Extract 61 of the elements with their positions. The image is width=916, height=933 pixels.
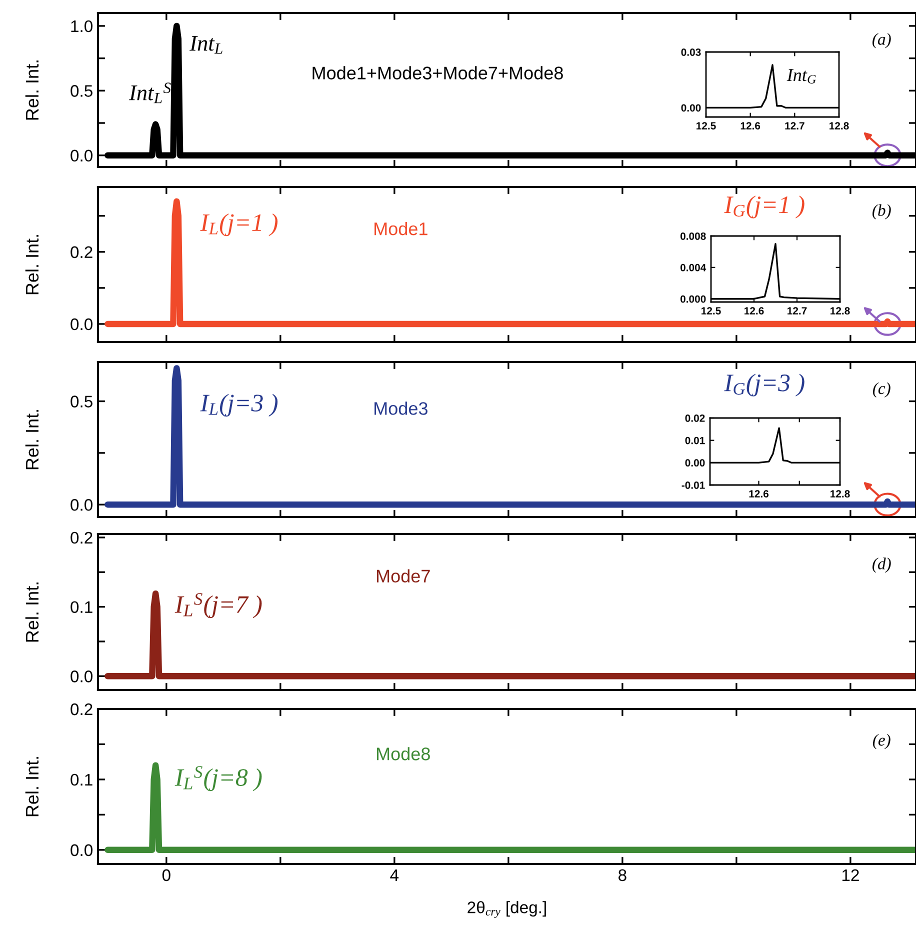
annotation: (c) [872, 382, 890, 398]
y-tick-label: 0.5 [70, 85, 92, 97]
x-axis-title: 2θ$_{cry}$ [deg.] [468, 901, 546, 918]
x-tick-label: 12.6 [749, 490, 769, 498]
annotation: Int$_{L}$ [190, 36, 222, 54]
annotation: I$_{L}$$^{S}$(j=7 ) [174, 593, 262, 618]
y-tick-label: 0.008 [680, 232, 706, 240]
y-axis-title: Rel. Int. [25, 235, 39, 294]
x-tick-label: 12.8 [830, 122, 849, 130]
x-tick-label: 12 [842, 869, 859, 881]
annotation: Mode1+Mode3+Mode7+Mode8 [312, 66, 563, 80]
y-tick-label: 1.0 [71, 20, 92, 32]
y-tick-label: 0.004 [680, 264, 706, 272]
y-axis-title: Rel. Int. [25, 410, 39, 470]
x-tick-label: 12.7 [788, 307, 807, 314]
x-tick-label: 12.5 [696, 122, 716, 130]
y-tick-label: 0.000 [680, 295, 706, 303]
y-tick-label: -0.01 [682, 482, 705, 489]
annotation: Mode7 [376, 569, 430, 583]
x-tick-label: 12.8 [830, 490, 850, 498]
annotation: (b) [872, 204, 891, 220]
annotation: Mode8 [376, 747, 430, 760]
annotation: Mode3 [374, 402, 428, 415]
x-tick-label: 12.8 [830, 307, 850, 315]
y-tick-label: 0.01 [685, 436, 705, 444]
annotation: I$_{L}$(j=3 ) [200, 394, 278, 417]
y-tick-label: 0.2 [70, 703, 92, 716]
annotation: I$_{G}$(j=3 ) [724, 374, 804, 396]
y-tick-label: 0.5 [70, 396, 92, 408]
y-axis-title: Rel. Int. [25, 582, 39, 642]
y-tick-label: 0.0 [70, 150, 92, 162]
y-tick-label: 0.02 [685, 414, 705, 422]
annotation: Int$_{L}$$^{S}$ [128, 82, 171, 104]
annotation: (a) [872, 33, 891, 48]
annotation: I$_{L}$$^{S}$(j=8 ) [174, 766, 262, 792]
x-tick-label: 8 [618, 869, 626, 882]
x-tick-label: 12.7 [785, 122, 804, 130]
y-tick-label: 0.2 [70, 246, 92, 258]
y-tick-label: 0.0 [70, 318, 92, 330]
x-tick-label: 12.6 [744, 307, 764, 315]
annotation: Mode1 [374, 222, 428, 236]
y-tick-label: 0.1 [70, 774, 92, 786]
annotation: I$_{G}$(j=1 ) [724, 196, 804, 218]
y-tick-label: 0.0 [70, 670, 92, 682]
annotation: I$_{L}$(j=1 ) [200, 213, 278, 236]
annotation: (d) [872, 558, 891, 573]
y-tick-label: 0.0 [70, 499, 92, 511]
y-tick-label: 0.1 [70, 601, 92, 614]
x-tick-label: 4 [390, 869, 399, 881]
y-tick-label: 0.00 [681, 104, 701, 112]
y-tick-label: 0.2 [70, 532, 92, 544]
x-tick-label: 12.6 [740, 122, 760, 130]
x-tick-label: 12.5 [702, 307, 721, 315]
annotation: (e) [872, 734, 890, 750]
y-axis-title: Rel. Int. [25, 757, 39, 816]
y-tick-label: 0.00 [685, 459, 705, 467]
y-axis-title: Rel. Int. [25, 60, 39, 120]
x-tick-label: 0 [162, 869, 170, 882]
y-tick-label: 0.03 [681, 48, 701, 56]
y-tick-label: 0.0 [70, 844, 92, 856]
annotation: Int$_{G}$ [786, 69, 816, 84]
